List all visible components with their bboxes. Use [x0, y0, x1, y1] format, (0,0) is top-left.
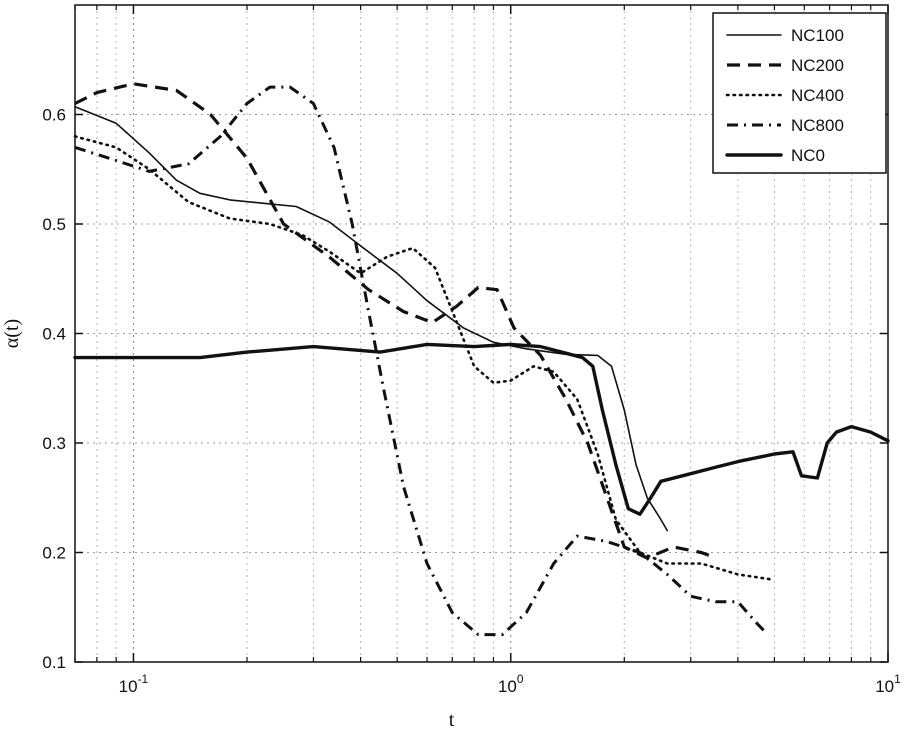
- series-line-nc100: [74, 106, 669, 532]
- y-tick-label: 0.4: [42, 325, 66, 344]
- y-tick-label: 0.2: [42, 544, 66, 563]
- ticks: 0.1 0.2 0.3 0.4 0.5 0.6 10-1 100 101: [42, 5, 901, 696]
- series-line-nc0: [73, 342, 890, 516]
- series-group: [73, 82, 890, 637]
- x-axis-label: t: [449, 709, 455, 731]
- legend-label-nc400: NC400: [791, 86, 844, 105]
- legend-box: [712, 12, 887, 174]
- legend-label-nc100: NC100: [791, 26, 844, 45]
- x-tick-label: 100: [498, 672, 524, 696]
- y-axis-label: α(t): [1, 319, 23, 348]
- series-line-nc400: [73, 135, 776, 582]
- series-line-nc800: [74, 85, 769, 637]
- y-tick-label: 0.6: [42, 106, 66, 125]
- y-tick-label: 0.1: [42, 653, 66, 672]
- y-tick-label: 0.5: [42, 215, 66, 234]
- x-tick-label: 101: [875, 672, 901, 696]
- legend-label-nc200: NC200: [791, 56, 844, 75]
- legend-label-nc0: NC0: [791, 146, 825, 165]
- legend: NC100 NC200 NC400 NC800 NC0: [712, 12, 887, 174]
- y-tick-label: 0.3: [42, 434, 66, 453]
- legend-label-nc800: NC800: [791, 116, 844, 135]
- series-line-nc200: [74, 82, 717, 560]
- x-tick-label: 10-1: [119, 672, 149, 696]
